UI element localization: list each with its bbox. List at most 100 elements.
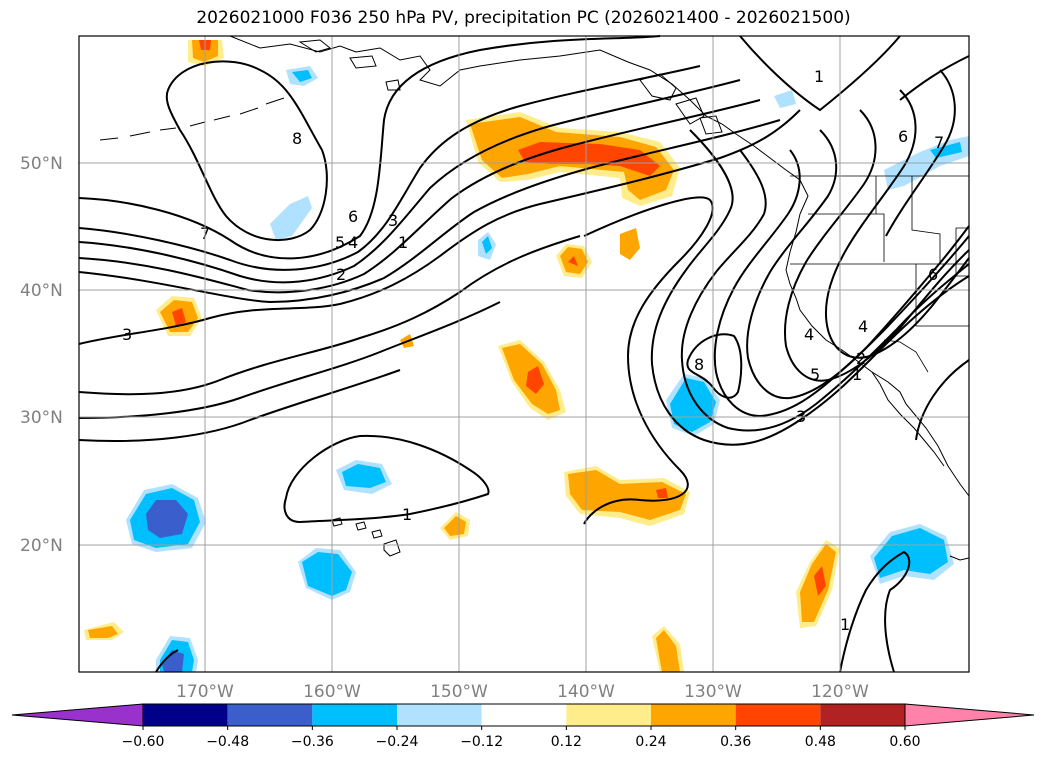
border [915, 264, 969, 327]
contour-label: 1 [852, 365, 862, 384]
precip-area [444, 516, 466, 536]
contour-label: 6 [928, 265, 938, 284]
lat-label: 30°N [20, 408, 63, 428]
precip-area [88, 626, 118, 638]
colorbar-tick-label: −0.24 [376, 734, 419, 750]
pv-contour [165, 60, 328, 241]
contour-label: 5 [810, 365, 820, 384]
colorbar-cell [651, 704, 736, 726]
pv-contour [78, 235, 581, 396]
precip-area [620, 228, 640, 260]
lon-label: 160°W [303, 682, 361, 702]
precip-area [568, 470, 686, 520]
contour-label: 3 [122, 325, 132, 344]
precip-area [146, 500, 188, 538]
colorbar-tick-label: 0.24 [635, 734, 666, 750]
colorbar-outline [142, 703, 906, 727]
precip-area [874, 528, 948, 578]
pv-contour [839, 550, 911, 673]
coastline [229, 35, 809, 215]
pv-contour [739, 35, 901, 112]
precip-area [656, 630, 680, 672]
pv-contour [78, 65, 701, 271]
pv-contour [78, 99, 761, 294]
coastline [949, 555, 970, 561]
coastline [99, 97, 285, 141]
pv-contour [650, 129, 970, 446]
contour-label: 1 [814, 67, 824, 86]
lat-axis-labels: 50°N 40°N 30°N 20°N [20, 154, 63, 556]
colorbar-cell [143, 704, 228, 726]
lon-label: 120°W [811, 682, 869, 702]
pv-contour [78, 119, 781, 304]
pv-contour [78, 301, 501, 419]
precip-area [302, 552, 352, 596]
contour-label: 2 [336, 265, 346, 284]
pv-contour [713, 149, 970, 418]
coastline [331, 517, 401, 557]
lon-label: 170°W [176, 682, 234, 702]
contour-label: 5 [335, 233, 345, 252]
pv-contour [686, 333, 743, 399]
colorbar-tick-label: −0.12 [460, 734, 503, 750]
precip-area [292, 70, 312, 82]
precip-area [568, 256, 578, 266]
contour-labels: 8 7 6 5 4 3 2 1 3 1 8 1 6 7 3 5 4 2 1 6 … [122, 67, 944, 634]
pv-contour [825, 89, 970, 359]
gridlines [79, 36, 969, 672]
colorbar-tick-label: 0.36 [720, 734, 751, 750]
pv-contour [78, 109, 801, 345]
colorbar-cell [820, 704, 905, 726]
colorbar-cell [481, 704, 567, 726]
colorbar-cell [312, 704, 397, 726]
coastline [785, 213, 970, 497]
pv-contour [915, 359, 970, 441]
colorbar-tick-label: 0.60 [889, 734, 920, 750]
contour-label: 4 [804, 325, 814, 344]
coastline [871, 371, 945, 467]
coastline [298, 39, 401, 91]
colorbar-cell [227, 704, 313, 726]
colorbar-tick-label: 0.48 [805, 734, 836, 750]
contour-label: 8 [292, 129, 302, 148]
precip-area [342, 464, 386, 488]
lon-label: 130°W [684, 682, 742, 702]
contour-label: 7 [934, 133, 944, 152]
precip-area [814, 566, 826, 596]
colorbar-extension-high [904, 703, 1035, 727]
contour-label: 6 [348, 207, 358, 226]
lat-label: 50°N [20, 154, 63, 174]
colorbar-tick-label: −0.36 [291, 734, 334, 750]
pv-contour [583, 196, 714, 525]
precip-area [774, 90, 796, 108]
colorbar-extension-low [11, 703, 144, 727]
pv-contour [746, 129, 970, 400]
pv-contour [155, 649, 179, 673]
chart-title: 2026021000 F036 250 hPa PV, precipitatio… [196, 8, 851, 28]
lon-axis-labels: 170°W 160°W 150°W 140°W 130°W 120°W [176, 682, 869, 702]
colorbar-cell [397, 704, 482, 726]
precip-area [526, 366, 544, 394]
contour-label: 6 [898, 127, 908, 146]
border [883, 339, 929, 373]
contour-label: 4 [348, 233, 358, 252]
lat-label: 40°N [20, 281, 63, 301]
colorbar: −0.60 −0.48 −0.36 −0.24 −0.12 0.12 0.24 0.36 0.4… [11, 703, 1035, 750]
lon-label: 150°W [430, 682, 488, 702]
contour-label: 1 [402, 505, 412, 524]
colorbar-cell [566, 704, 651, 726]
pv-contours [78, 35, 970, 673]
map-frame [78, 35, 970, 673]
border [875, 176, 941, 262]
pv-contour [680, 149, 970, 432]
coastlines [99, 35, 970, 561]
precip-area [656, 488, 668, 498]
precip-area [670, 378, 716, 432]
contour-label: 4 [858, 317, 868, 336]
precip-area [482, 236, 492, 254]
contour-label: 3 [388, 211, 398, 230]
lon-label: 140°W [557, 682, 615, 702]
pv-contour [885, 69, 956, 237]
precip-area [162, 650, 184, 672]
